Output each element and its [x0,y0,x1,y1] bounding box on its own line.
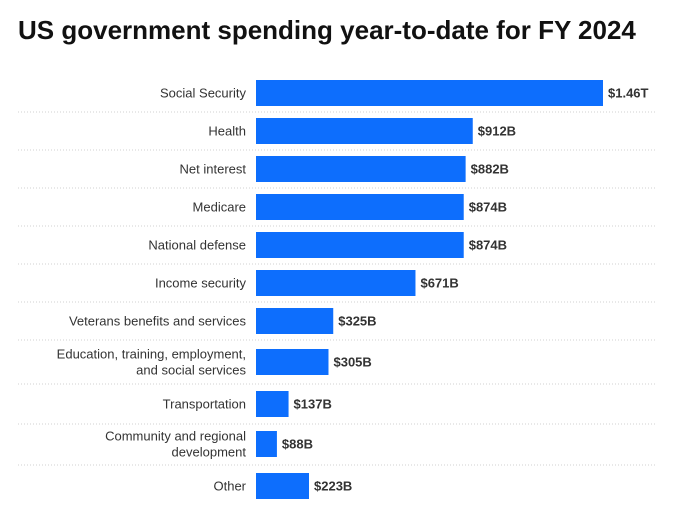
bar [256,270,416,296]
value-label: $874B [469,238,507,253]
value-label: $88B [282,437,313,452]
value-label: $305B [333,355,371,370]
bar [256,232,464,258]
bar [256,349,329,375]
category-label: National defense [148,238,246,253]
category-label: Income security [155,276,247,291]
value-label: $325B [338,314,376,329]
bar [256,308,334,334]
category-label: Community and regional development [105,429,246,460]
bar [256,473,310,499]
bar [256,431,277,457]
bar [256,194,464,220]
value-label: $137B [294,397,332,412]
chart-title: US government spending year-to-date for … [18,15,636,45]
category-label: Transportation [163,397,246,412]
bar [256,80,603,106]
bar [256,391,289,417]
value-label: $671B [420,276,458,291]
bar [256,156,466,182]
value-label: $223B [314,479,352,494]
value-label: $912B [478,124,516,139]
value-label: $874B [469,200,507,215]
category-label: Other [213,479,246,494]
category-label: Net interest [180,162,247,177]
category-label: Education, training, employment, and soci… [57,347,247,378]
category-label: Social Security [160,86,246,101]
category-label: Veterans benefits and services [69,314,247,329]
category-label: Medicare [193,200,246,215]
value-label: $882B [471,162,509,177]
value-label: $1.46T [608,86,649,101]
category-label: Health [208,124,246,139]
bar [256,118,473,144]
